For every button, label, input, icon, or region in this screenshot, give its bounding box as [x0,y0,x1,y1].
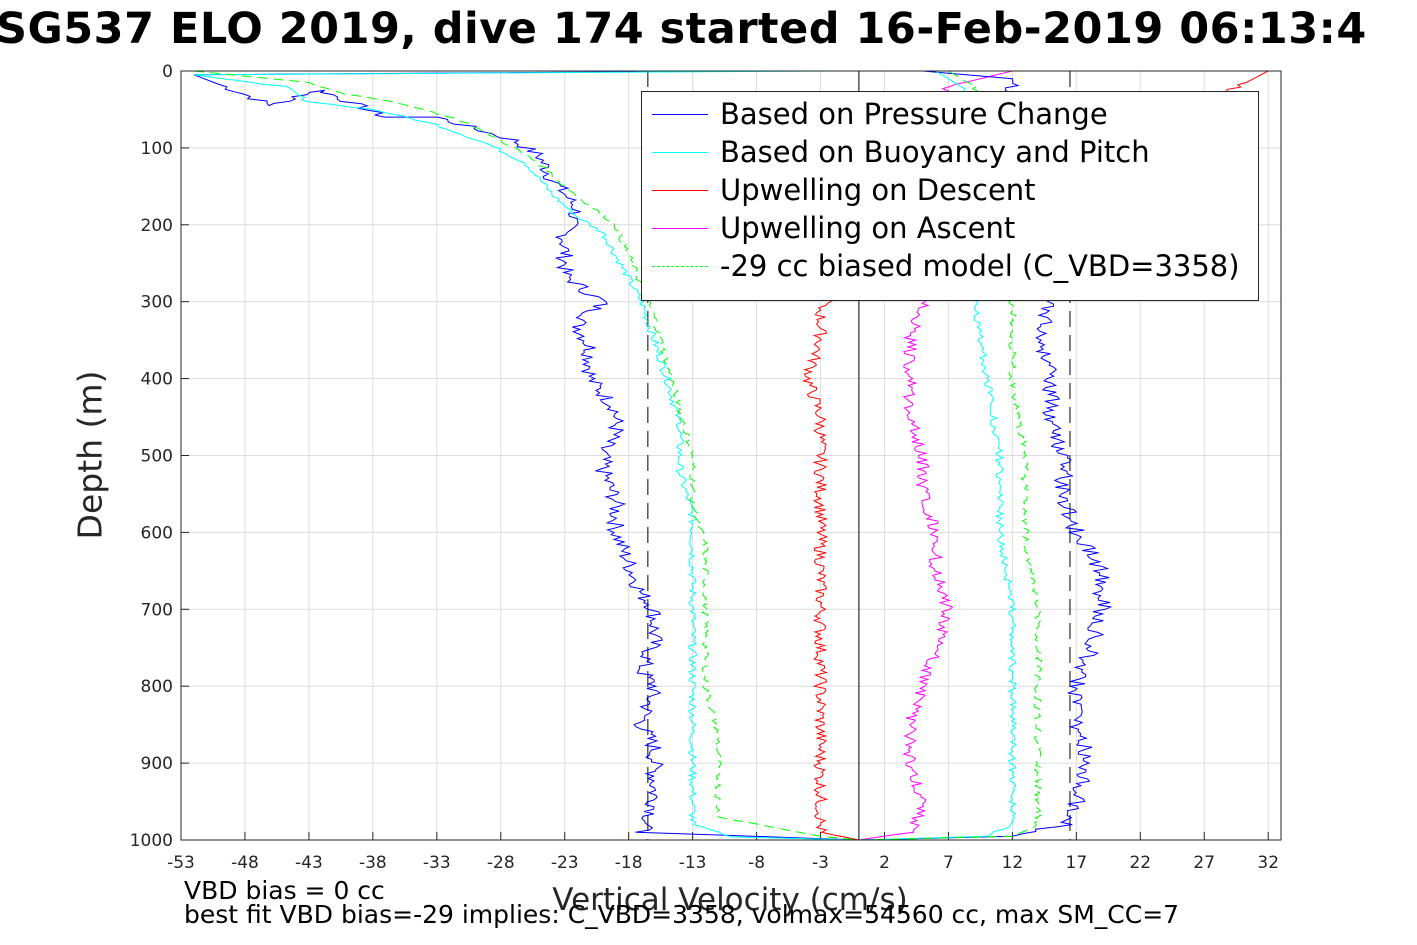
x-tick-label: -33 [423,853,451,873]
y-tick-label: 400 [141,370,173,390]
x-tick-label: -3 [812,853,829,873]
x-tick-label: -38 [359,853,387,873]
y-tick-label: 700 [141,600,173,620]
x-tick-label: -23 [551,853,579,873]
legend-entry-buoyancy: Based on Buoyancy and Pitch [642,134,1258,172]
x-tick-label: 17 [1066,853,1088,873]
legend-label-descent: Upwelling on Descent [720,173,1036,207]
x-tick-label: 12 [1002,853,1024,873]
y-tick-label: 600 [141,523,173,543]
legend-label-pressure: Based on Pressure Change [720,97,1108,131]
axes-box [180,70,1282,841]
legend-entry-ascent: Upwelling on Ascent [642,210,1258,248]
x-tick-label: 22 [1129,853,1151,873]
x-tick-label: 27 [1193,853,1215,873]
y-tick-label: 500 [141,447,173,467]
x-axis-label: Vertical Velocity (cm/s) [552,882,908,918]
x-tick-label: -28 [487,853,515,873]
footer-vbd-bias: VBD bias = 0 cc [184,876,385,905]
x-tick-labels: -53 -48 -43 -38 -33 -28 -23 -18 -13 -8 -3 2 7 12 17 22 2… [167,853,1279,873]
x-tick-label: -18 [615,853,643,873]
x-tick-label: 7 [943,853,954,873]
y-tick-label: 900 [141,754,173,774]
y-tick-label: 1000 [130,831,173,851]
x-tick-label: -53 [167,853,195,873]
x-tick-label: 32 [1257,853,1279,873]
x-tick-label: -13 [679,853,707,873]
chart-title: SG537 ELO 2019, dive 174 started 16-Feb-… [0,4,1367,54]
series-line-1 [193,70,859,841]
y-tick-label: 100 [141,139,173,159]
legend-swatch-buoyancy [652,152,708,153]
y-axis-label: Depth (m) [70,370,110,540]
legend-label-buoyancy: Based on Buoyancy and Pitch [720,135,1150,169]
legend-swatch-descent [652,190,708,191]
x-tick-label: -48 [231,853,259,873]
x-tick-label: 2 [879,853,890,873]
series-line-4 [193,70,859,841]
legend: Based on Pressure Change Based on Buoyan… [641,91,1259,301]
footer-best-fit: best fit VBD bias=-29 implies: C_VBD=335… [184,900,1180,929]
x-tick-label: -43 [295,853,323,873]
y-tick-label: 0 [162,62,173,82]
x-tick-label: -8 [748,853,765,873]
y-tick-labels: 0 100 200 300 400 500 600 700 800 900 1000 [130,62,173,851]
legend-swatch-ascent [652,228,708,229]
legend-entry-descent: Upwelling on Descent [642,172,1258,210]
legend-swatch-pressure [652,114,708,115]
y-tick-label: 800 [141,677,173,697]
legend-swatch-model [652,266,708,267]
y-tick-label: 200 [141,216,173,236]
legend-label-model: -29 cc biased model (C_VBD=3358) [720,249,1240,283]
legend-label-ascent: Upwelling on Ascent [720,211,1016,245]
y-tick-label: 300 [141,293,173,313]
series-line-0 [193,70,859,841]
legend-entry-pressure: Based on Pressure Change [642,96,1258,134]
legend-entry-model: -29 cc biased model (C_VBD=3358) [642,248,1258,286]
